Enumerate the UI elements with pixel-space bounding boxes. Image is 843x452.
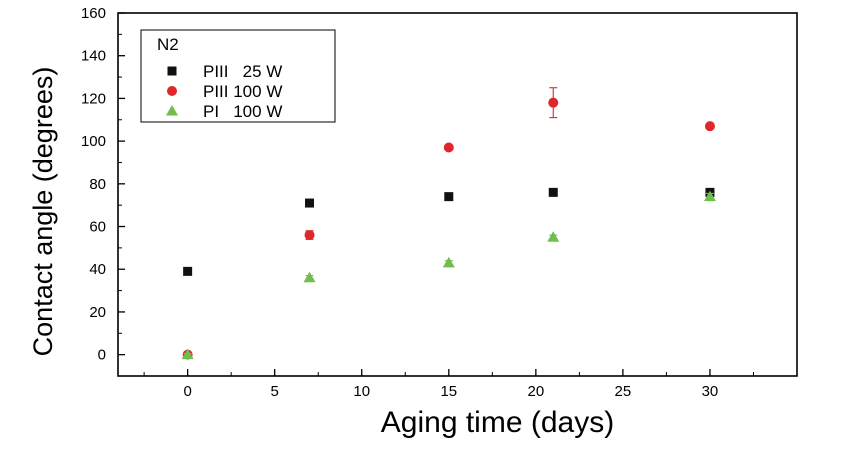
legend-label: PI 100 W (203, 102, 282, 121)
data-point (183, 266, 193, 276)
data-point (548, 97, 559, 108)
data-point (704, 121, 715, 132)
x-tick-label: 25 (615, 383, 632, 400)
y-tick-label: 20 (89, 304, 106, 321)
legend-box (140, 29, 336, 123)
y-tick-label: 0 (98, 347, 106, 364)
data-point (444, 192, 454, 202)
y-tick-label: 100 (81, 133, 106, 150)
x-tick-label: 30 (702, 383, 719, 400)
series-layer (181, 87, 716, 360)
data-point (305, 198, 315, 208)
x-tick-label: 5 (271, 383, 279, 400)
legend-title: N2 (157, 35, 179, 54)
x-tick-label: 10 (353, 383, 370, 400)
legend-label: PIII 25 W (203, 62, 282, 81)
series-3 (181, 190, 716, 360)
legend-marker (166, 105, 178, 116)
y-tick-label: 40 (89, 261, 106, 278)
x-tick-labels: 0 5 10 15 20 25 30 (183, 383, 718, 400)
legend-marker (167, 86, 177, 96)
data-point (548, 187, 558, 197)
data-point (703, 190, 716, 202)
legend-label: PIII 100 W (203, 82, 282, 101)
y-tick-label: 60 (89, 219, 106, 236)
y-axis-title: Contact angle (degrees) (28, 67, 58, 357)
legend-marker (167, 66, 177, 76)
x-tick-label: 0 (183, 383, 191, 400)
x-axis-title: Aging time (days) (381, 406, 614, 439)
x-tick-label: 15 (440, 383, 457, 400)
plot-frame (117, 12, 798, 377)
data-point (304, 230, 315, 241)
data-point (303, 271, 316, 283)
data-point (181, 348, 194, 360)
data-point (547, 231, 560, 242)
series-2 (182, 87, 715, 360)
data-point (443, 142, 454, 153)
y-tick-labels: 0 20 40 60 80 100 120 140 160 (81, 5, 106, 364)
y-tick-label: 160 (81, 5, 106, 22)
y-tick-label: 120 (81, 90, 106, 107)
y-tick-label: 140 (81, 48, 106, 65)
y-tick-label: 80 (89, 176, 106, 193)
data-point (442, 256, 455, 268)
x-tick-label: 20 (528, 383, 545, 400)
